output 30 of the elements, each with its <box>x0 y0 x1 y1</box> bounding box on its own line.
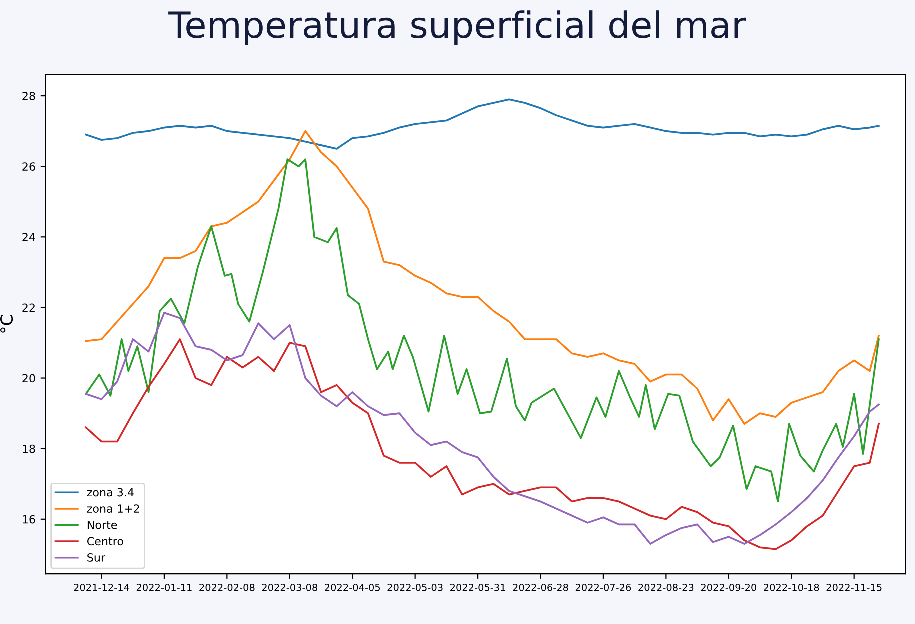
line-series <box>85 130 880 426</box>
x-tick-label: 2021-12-14 <box>74 584 130 592</box>
y-tick-label: 26 <box>22 162 36 171</box>
line-series <box>85 158 880 503</box>
x-tick-label: 2022-04-05 <box>325 584 380 592</box>
x-tick-label: 2022-05-31 <box>450 584 506 592</box>
line-series <box>85 98 880 150</box>
legend-label: Centro <box>87 537 124 546</box>
legend-label: Norte <box>88 521 118 530</box>
y-axis-title: °C <box>0 315 14 333</box>
chart-title: Temperatura superficial del mar <box>168 10 746 46</box>
y-tick-label: 20 <box>22 374 36 383</box>
x-tick-label: 2022-09-20 <box>701 584 757 592</box>
y-tick-label: 16 <box>23 515 36 524</box>
x-tick-label: 2022-05-03 <box>388 584 443 592</box>
y-tick-label: 28 <box>22 92 36 100</box>
x-tick-label: 2022-07-26 <box>576 584 632 592</box>
x-tick-label: 2022-06-28 <box>513 584 568 592</box>
legend-label: zona 1+2 <box>87 504 140 513</box>
x-tick-label: 2022-08-23 <box>638 584 694 592</box>
y-tick-label: 18 <box>23 444 36 454</box>
legend-label: Sur <box>88 554 106 562</box>
x-tick-label: 2022-11-15 <box>826 584 882 592</box>
y-tick-label: 24 <box>22 233 36 242</box>
legend-label: zona 3.4 <box>87 488 134 497</box>
x-tick-label: 2022-01-11 <box>136 584 192 592</box>
x-tick-label: 2022-03-08 <box>262 584 318 592</box>
y-tick-label: 22 <box>22 304 35 312</box>
x-tick-label: 2022-10-18 <box>764 584 820 592</box>
x-tick-label: 2022-02-08 <box>200 584 255 592</box>
